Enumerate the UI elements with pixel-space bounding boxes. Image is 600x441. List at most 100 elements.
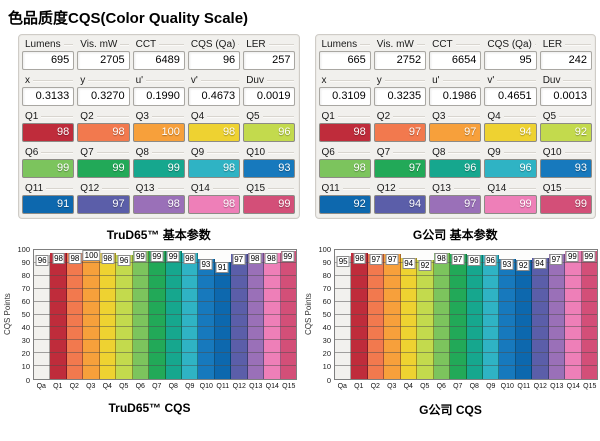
value-cqs-qa: 95 bbox=[484, 51, 537, 70]
value-u: 0.1990 bbox=[132, 87, 185, 106]
field-label-text: LER bbox=[542, 38, 563, 50]
bar-value-label: 98 bbox=[264, 252, 278, 264]
bar-value-label: 93 bbox=[199, 259, 213, 271]
field-label: Q11 bbox=[22, 181, 74, 195]
field-label-text: x bbox=[25, 74, 30, 86]
label-rule bbox=[63, 43, 74, 45]
field-label-text: Lumens bbox=[25, 38, 61, 50]
x-tick: Q1 bbox=[53, 383, 63, 390]
bar-value-label: 96 bbox=[35, 255, 49, 267]
bar-value-label: 99 bbox=[281, 251, 295, 263]
swatch-q4: 98 bbox=[187, 123, 241, 142]
field-cct: CCT 6489 bbox=[132, 37, 185, 70]
gridline bbox=[335, 261, 597, 263]
gridline bbox=[335, 352, 597, 354]
bar-q13 bbox=[247, 252, 265, 379]
swatch-q12: 94 bbox=[373, 195, 427, 214]
x-tick: Q4 bbox=[403, 383, 413, 390]
bar-value-label: 91 bbox=[215, 261, 229, 273]
field-label: CQS (Qa) bbox=[188, 37, 240, 51]
field-label-text: Q6 bbox=[321, 146, 335, 158]
swatch-q15: 99 bbox=[539, 195, 592, 214]
label-rule bbox=[238, 43, 240, 45]
bar-q15 bbox=[581, 251, 597, 379]
label-rule bbox=[503, 151, 536, 153]
x-tick: Q13 bbox=[249, 383, 263, 390]
label-rule bbox=[384, 79, 426, 81]
field-label: Q9 bbox=[188, 145, 240, 159]
cqs-charts: CQS Points 0 10 20 30 40 50 60 70 80 90 100 96 98 98… bbox=[0, 245, 600, 417]
field-label-text: Q13 bbox=[135, 182, 155, 194]
field-label-text: Q6 bbox=[25, 146, 39, 158]
field-label: Q4 bbox=[188, 109, 240, 123]
panel-row: Q6 98 Q7 97 Q8 96 Q9 96 Q10 93 bbox=[318, 145, 593, 178]
y-tick: 20 bbox=[21, 349, 30, 359]
y-tick: 0 bbox=[25, 375, 30, 385]
swatch-q6: 98 bbox=[318, 159, 371, 178]
label-rule bbox=[102, 187, 129, 189]
field-cct: CCT 6654 bbox=[429, 37, 482, 70]
field-q15: Q15 99 bbox=[243, 181, 296, 214]
y-tick: 100 bbox=[17, 244, 30, 254]
y-tick: 50 bbox=[21, 309, 30, 319]
bar-q15 bbox=[280, 251, 296, 379]
field-label: LER bbox=[540, 37, 592, 51]
y-tick: 50 bbox=[322, 309, 331, 319]
panel-group-trud65: Lumens 695 Vis. mW 2705 CCT 6489 CQS (Qa) 96 LER… bbox=[18, 34, 300, 243]
field-u: u' 0.1990 bbox=[132, 73, 185, 106]
label-rule bbox=[564, 187, 591, 189]
field-duv: Duv 0.0013 bbox=[539, 73, 592, 106]
bar-q5 bbox=[417, 260, 434, 379]
field-q4: Q4 94 bbox=[484, 109, 537, 142]
field-label: Lumens bbox=[22, 37, 74, 51]
x-tick: Q10 bbox=[500, 383, 514, 390]
field-label-text: Q9 bbox=[487, 146, 501, 158]
x-tick: Q8 bbox=[469, 383, 479, 390]
field-label-text: Q3 bbox=[432, 110, 446, 122]
label-rule bbox=[564, 151, 591, 153]
field-label: Q12 bbox=[77, 181, 129, 195]
swatch-q7: 97 bbox=[373, 159, 427, 178]
label-rule bbox=[151, 115, 184, 117]
field-q2: Q2 97 bbox=[373, 109, 427, 142]
x-axis-labels: Qa Q1 Q2 Q3 Q4 Q5 Q6 Q7 Q8 Q9 Q10 Q11 Q12 Q13 Q14 Q15 bbox=[334, 380, 598, 393]
x-tick: Q14 bbox=[265, 383, 279, 390]
field-label-text: Lumens bbox=[321, 38, 358, 50]
swatch-q10: 93 bbox=[539, 159, 592, 178]
bar-value-label: 96 bbox=[467, 255, 481, 267]
field-label: Q1 bbox=[22, 109, 74, 123]
bar-value-label: 98 bbox=[52, 252, 66, 264]
label-rule bbox=[565, 43, 591, 45]
panel-row: Q1 98 Q2 98 Q3 100 Q4 98 Q5 96 bbox=[22, 109, 296, 142]
page: 色品质度CQS(Color Quality Scale) Lumens 695 Vi… bbox=[0, 10, 600, 417]
bar-q6 bbox=[132, 251, 150, 379]
gridline bbox=[34, 287, 296, 289]
field-label-text: Q3 bbox=[135, 110, 149, 122]
field-label: CQS (Qa) bbox=[484, 37, 536, 51]
y-tick: 10 bbox=[21, 362, 30, 372]
gridline bbox=[335, 274, 597, 276]
label-rule bbox=[96, 115, 129, 117]
bar-value-label: 92 bbox=[516, 260, 530, 272]
field-label: Q7 bbox=[77, 145, 129, 159]
gridline bbox=[335, 326, 597, 328]
label-rule bbox=[559, 115, 591, 117]
bar-q10 bbox=[499, 259, 516, 379]
chart-trud65-cqs: CQS Points 0 10 20 30 40 50 60 70 80 90 100 96 98 98… bbox=[2, 245, 297, 417]
label-rule bbox=[360, 43, 370, 45]
field-label-text: Q9 bbox=[190, 146, 205, 158]
field-label: Q15 bbox=[243, 181, 295, 195]
bar-value-label: 94 bbox=[402, 257, 416, 269]
label-rule bbox=[454, 187, 481, 189]
bar-q5 bbox=[116, 255, 133, 379]
field-label-text: CCT bbox=[135, 38, 157, 50]
field-label-text: Q7 bbox=[376, 146, 391, 158]
bar-value-label: 99 bbox=[133, 251, 147, 263]
bar-q8 bbox=[466, 255, 483, 379]
field-label: Q14 bbox=[188, 181, 240, 195]
label-rule bbox=[146, 79, 184, 81]
value-vis-mw: 2705 bbox=[77, 51, 130, 70]
field-label-text: Q4 bbox=[487, 110, 501, 122]
field-label-text: CQS (Qa) bbox=[190, 38, 236, 50]
chart-caption-trud65: TruD65™ CQS bbox=[108, 401, 191, 415]
